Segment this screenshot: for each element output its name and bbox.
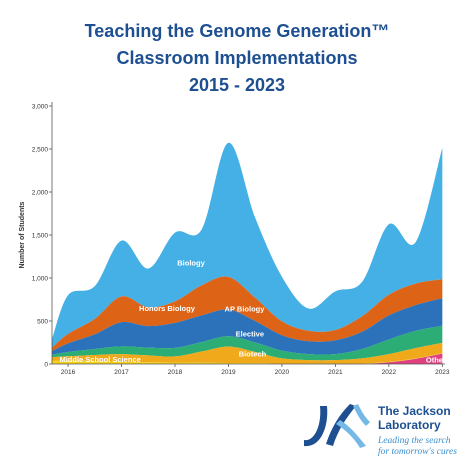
title-line-2: Classroom Implementations: [116, 48, 358, 68]
area-middle-school-science: [52, 353, 443, 365]
y-tick-label: 500: [37, 319, 48, 326]
y-tick-label: 2,000: [32, 190, 49, 197]
series-annotation: Biology: [177, 258, 205, 267]
x-tick-label: 2023: [435, 369, 450, 376]
x-tick-label: 2022: [382, 369, 397, 376]
jax-mark-icon: [304, 404, 370, 448]
logo-name-line-1: The Jackson: [378, 404, 451, 418]
series-annotation: AP Biology: [225, 304, 266, 313]
series-annotation: Biotech: [239, 350, 267, 359]
x-tick-label: 2021: [328, 369, 343, 376]
series-annotation: Other: [426, 356, 446, 365]
stacked-area-chart: 0 500 1,000 1,500 2,000 2,500 3,000 2016 2017 201…: [19, 102, 450, 376]
title-line-1: Teaching the Genome Generation™: [84, 21, 390, 41]
logo-tagline-line-2: for tomorrow's cures: [378, 447, 457, 457]
area-other: [52, 353, 443, 365]
area-biotech: [52, 342, 443, 364]
logo-name: The Jackson Laboratory: [378, 404, 470, 432]
chart-title: Teaching the Genome Generation™ Classroo…: [0, 18, 474, 99]
jackson-laboratory-logo: The Jackson Laboratory Leading the searc…: [300, 396, 470, 466]
y-tick-label: 3,000: [32, 104, 49, 111]
logo-tagline-line-1: Leading the search: [378, 436, 451, 446]
y-axis-label: Number of Students: [19, 201, 26, 268]
x-tick-label: 2016: [61, 369, 76, 376]
series-annotation: Honors Biology: [139, 304, 196, 313]
area-honors-biology: [52, 276, 443, 352]
area-biology: [52, 142, 443, 348]
y-tick-label: 1,000: [32, 276, 49, 283]
y-tick-label: 0: [44, 362, 48, 369]
y-tick-label: 2,500: [32, 147, 49, 154]
area-elective: [52, 325, 443, 361]
x-tick-label: 2019: [221, 369, 236, 376]
x-tick-label: 2020: [275, 369, 290, 376]
title-line-3: 2015 - 2023: [188, 75, 286, 95]
logo-tagline: Leading the search for tomorrow's cures: [378, 436, 470, 458]
x-tick-label: 2017: [114, 369, 129, 376]
x-tick-label: 2018: [168, 369, 183, 376]
series-annotation: Middle School Science: [59, 355, 140, 364]
y-tick-label: 1,500: [32, 233, 49, 240]
logo-name-line-2: Laboratory: [378, 418, 441, 432]
series-annotation: Elective: [236, 329, 264, 338]
area-ap-biology: [52, 298, 443, 355]
